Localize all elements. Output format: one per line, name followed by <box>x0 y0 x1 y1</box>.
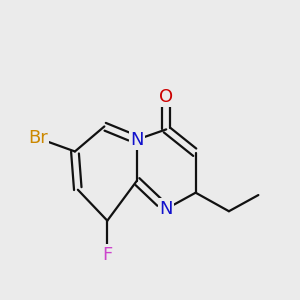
Text: Br: Br <box>28 129 48 147</box>
Text: F: F <box>102 245 112 263</box>
Text: N: N <box>159 200 173 218</box>
Text: N: N <box>130 131 143 149</box>
Text: O: O <box>159 88 173 106</box>
